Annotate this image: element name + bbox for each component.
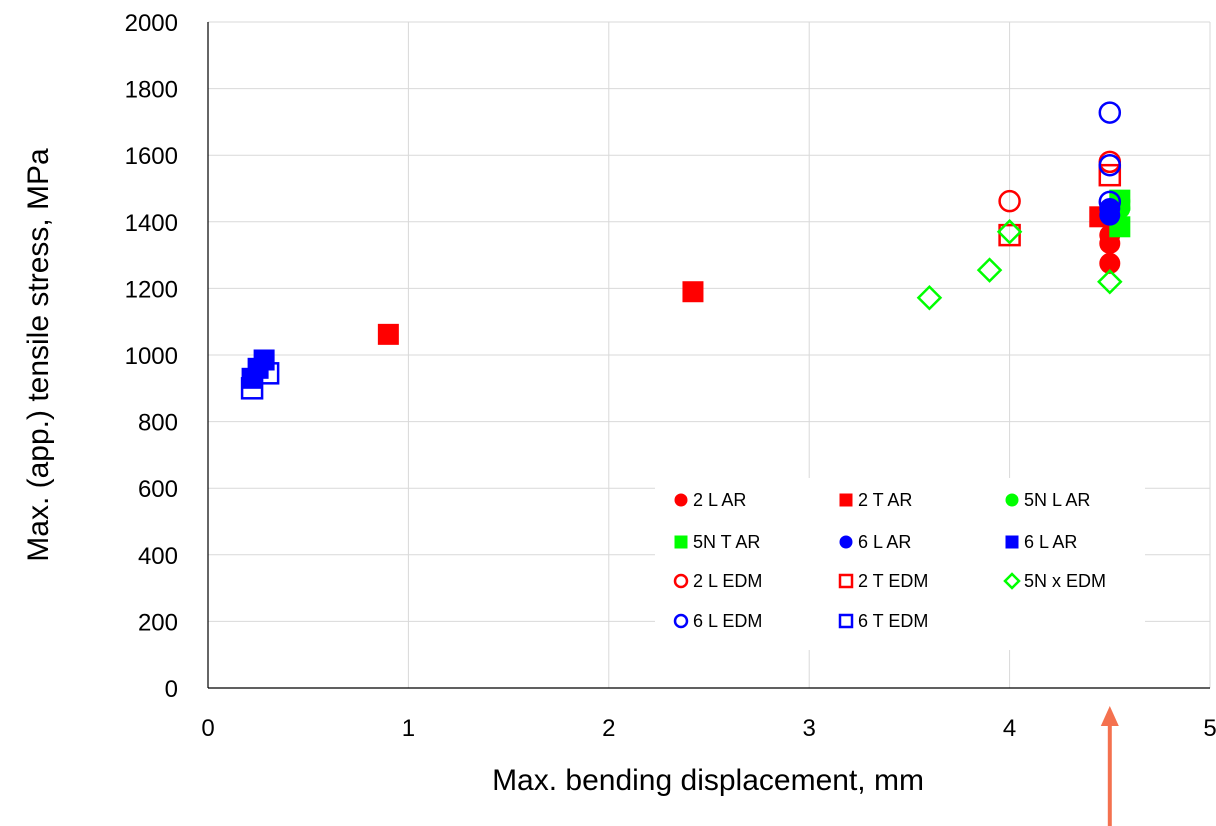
y-tick-label: 0 (165, 676, 178, 703)
legend-label: 5N L AR (1024, 490, 1090, 510)
y-tick-label: 1200 (125, 276, 178, 303)
axes (207, 22, 1210, 689)
data-point (1099, 197, 1121, 219)
legend: 2 L AR 2 T AR 5N L AR 5N T AR 6 L AR 6 L AR 2 … (655, 478, 1145, 650)
data-point (1098, 163, 1122, 187)
arrow-up-icon (1100, 706, 1119, 726)
x-tick-label: 3 (803, 715, 816, 742)
legend-marker (1005, 535, 1019, 549)
y-tick-label: 1000 (125, 343, 178, 370)
legend-label: 2 T AR (858, 490, 912, 510)
legend-marker (838, 573, 854, 589)
legend-marker (839, 535, 853, 549)
legend-marker (1003, 572, 1021, 590)
y-tick-label: 2000 (125, 10, 178, 37)
legend-label: 2 L AR (693, 490, 746, 510)
x-tick-label: 0 (201, 715, 214, 742)
legend-label: 2 T EDM (858, 571, 928, 591)
legend-label: 2 L EDM (693, 571, 762, 591)
data-point (240, 377, 264, 400)
y-tick-label: 600 (138, 476, 178, 503)
legend-box (655, 478, 1145, 650)
data-point (976, 257, 1003, 283)
legend-label: 5N x EDM (1024, 571, 1106, 591)
y-axis-title: Max. (app.) tensile stress, MPa (22, 148, 55, 562)
y-tick-label: 400 (138, 543, 178, 570)
legend-label: 6 L AR (1024, 532, 1077, 552)
legend-label: 5N T AR (693, 532, 760, 552)
legend-marker (673, 573, 689, 589)
y-tick-label: 1600 (125, 143, 178, 170)
data-points (240, 101, 1131, 400)
data-point (998, 189, 1021, 213)
data-point (256, 362, 280, 385)
data-point (1098, 153, 1122, 177)
annotation (1100, 706, 1119, 826)
data-point (1097, 268, 1123, 295)
data-point (998, 223, 1021, 247)
data-point (1098, 190, 1122, 214)
data-point (916, 284, 943, 311)
x-tick-label: 2 (602, 715, 615, 742)
data-point (377, 323, 399, 345)
x-tick-label: 1 (402, 715, 415, 742)
data-point (996, 219, 1023, 245)
x-axis-title: Max. bending displacement, mm (492, 764, 924, 797)
x-tick-label: 4 (1003, 715, 1016, 742)
legend-marker (838, 613, 854, 629)
legend-label: 6 T EDM (858, 611, 928, 631)
legend-marker (674, 535, 688, 549)
legend-marker (1005, 493, 1019, 507)
legend-label: 6 L EDM (693, 611, 762, 631)
data-point (682, 281, 704, 303)
y-tick-label: 1800 (125, 77, 178, 104)
legend-marker (673, 613, 689, 629)
legend-label: 6 L AR (858, 532, 911, 552)
data-point (1098, 101, 1122, 124)
y-tick-label: 800 (138, 410, 178, 437)
legend-marker (674, 493, 688, 507)
y-tick-label: 1400 (125, 210, 178, 237)
y-tick-label: 200 (138, 609, 178, 636)
legend-marker (839, 493, 853, 507)
x-tick-label: 5 (1203, 715, 1216, 742)
tick-labels: 0 200 400 600 800 1000 1200 1400 1600 1800 2000 0 1 2… (125, 10, 1216, 742)
